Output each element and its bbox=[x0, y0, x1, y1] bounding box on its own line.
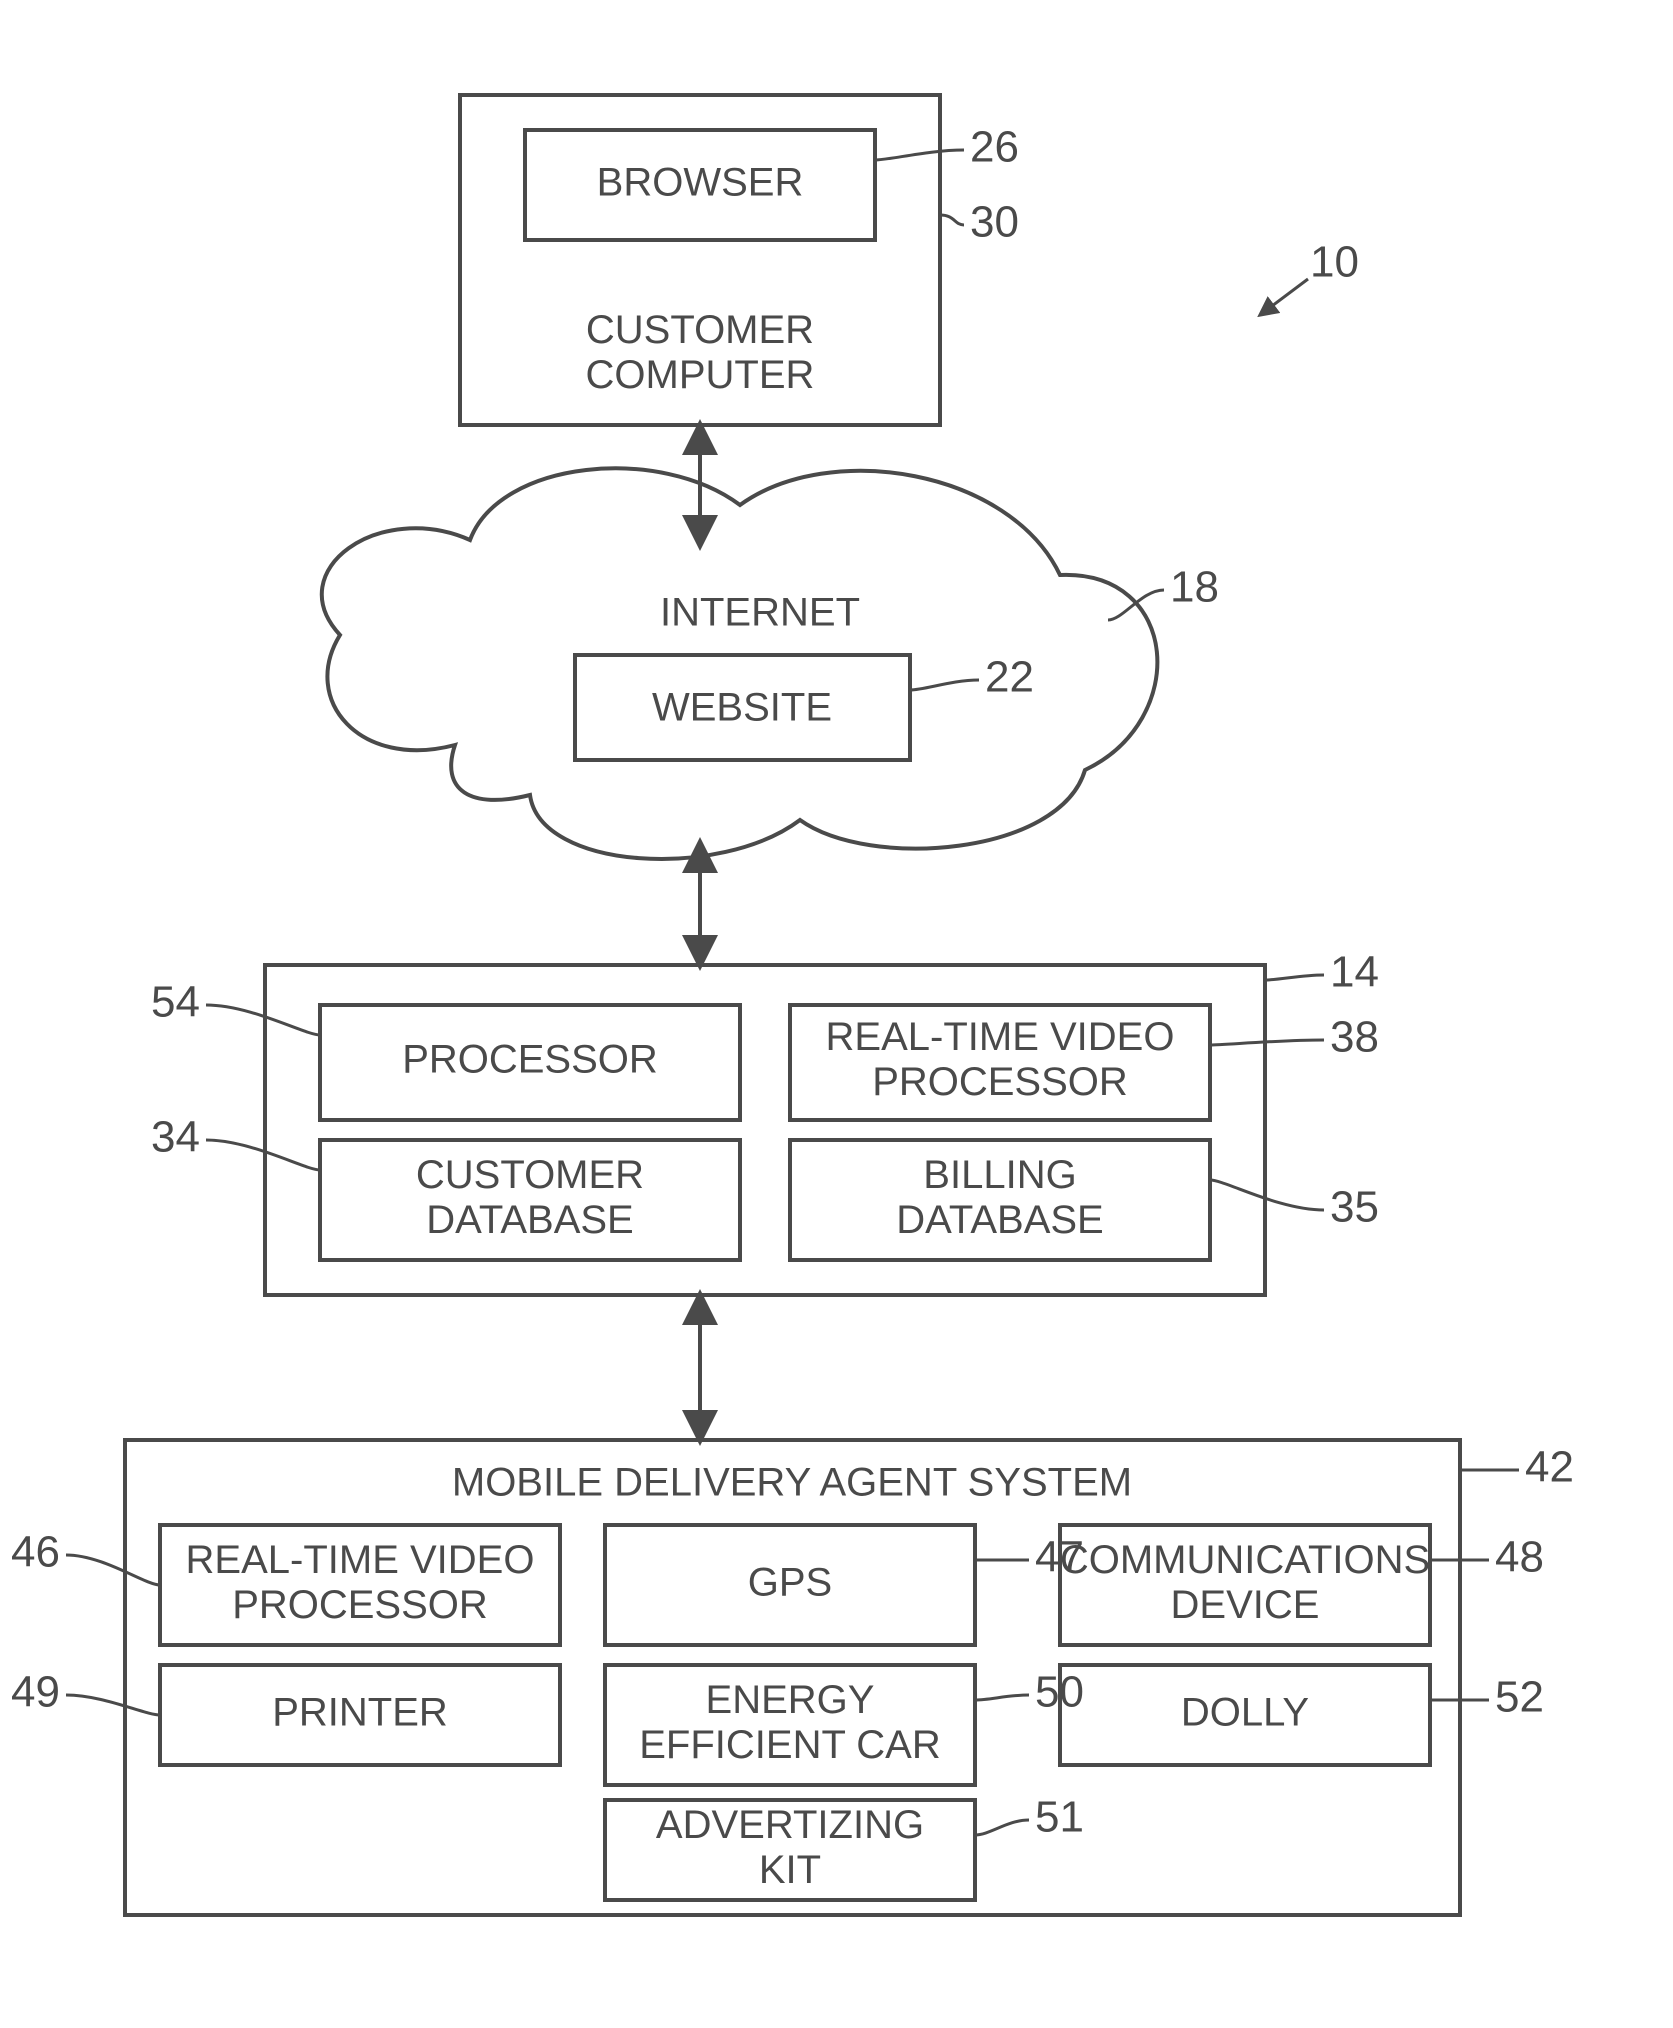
real-time-video-processor-label: REAL-TIME VIDEO bbox=[826, 1015, 1175, 1059]
advertizing-kit-ref: 51 bbox=[1035, 1793, 1084, 1842]
customer-computer-label: COMPUTER bbox=[586, 353, 815, 397]
browser-label: BROWSER bbox=[597, 161, 804, 205]
communications-device-label: COMMUNICATIONS bbox=[1060, 1538, 1430, 1582]
figure-ref-arrow bbox=[1260, 279, 1308, 315]
communications-device-label: DEVICE bbox=[1171, 1583, 1320, 1627]
customer-database-label: DATABASE bbox=[426, 1198, 633, 1242]
system-diagram: CUSTOMERCOMPUTER30BROWSER26INTERNET18WEB… bbox=[0, 0, 1673, 2028]
internet-ref: 18 bbox=[1170, 563, 1219, 612]
billing-database-label: DATABASE bbox=[896, 1198, 1103, 1242]
mobile-agent-title: MOBILE DELIVERY AGENT SYSTEM bbox=[452, 1461, 1132, 1505]
browser-leader bbox=[875, 150, 964, 160]
billing-database-label: BILLING bbox=[923, 1153, 1076, 1197]
figure-ref: 10 bbox=[1310, 238, 1359, 287]
central-server-ref: 14 bbox=[1330, 948, 1379, 997]
real-time-video-processor-ref: 38 bbox=[1330, 1013, 1379, 1062]
customer-computer-ref: 30 bbox=[970, 198, 1019, 247]
mobile-agent-ref: 42 bbox=[1525, 1443, 1574, 1492]
dolly-ref: 52 bbox=[1495, 1673, 1544, 1722]
agent-rtvp-label: PROCESSOR bbox=[232, 1583, 488, 1627]
website-label: WEBSITE bbox=[652, 686, 832, 730]
customer-database-ref: 34 bbox=[151, 1113, 200, 1162]
agent-rtvp-label: REAL-TIME VIDEO bbox=[186, 1538, 535, 1582]
advertizing-kit-leader bbox=[975, 1820, 1029, 1835]
energy-efficient-car-leader bbox=[975, 1695, 1029, 1700]
printer-leader bbox=[66, 1695, 160, 1715]
processor-label: PROCESSOR bbox=[402, 1038, 658, 1082]
advertizing-kit-label: KIT bbox=[759, 1848, 821, 1892]
website-leader bbox=[910, 680, 979, 690]
gps-label: GPS bbox=[748, 1561, 832, 1605]
printer-label: PRINTER bbox=[272, 1691, 448, 1735]
browser-ref: 26 bbox=[970, 123, 1019, 172]
website-ref: 22 bbox=[985, 653, 1034, 702]
energy-efficient-car-label: ENERGY bbox=[706, 1678, 875, 1722]
agent-rtvp-ref: 46 bbox=[11, 1528, 60, 1577]
energy-efficient-car-label: EFFICIENT CAR bbox=[639, 1723, 941, 1767]
internet-label: INTERNET bbox=[660, 591, 860, 635]
advertizing-kit-label: ADVERTIZING bbox=[656, 1803, 924, 1847]
customer-computer-leader bbox=[940, 215, 964, 225]
customer-database-label: CUSTOMER bbox=[416, 1153, 644, 1197]
billing-database-ref: 35 bbox=[1330, 1183, 1379, 1232]
agent-rtvp-leader bbox=[66, 1555, 160, 1585]
printer-ref: 49 bbox=[11, 1668, 60, 1717]
customer-computer-label: CUSTOMER bbox=[586, 308, 814, 352]
dolly-label: DOLLY bbox=[1181, 1691, 1309, 1735]
processor-ref: 54 bbox=[151, 978, 200, 1027]
central-server-leader bbox=[1265, 975, 1324, 980]
real-time-video-processor-label: PROCESSOR bbox=[872, 1060, 1128, 1104]
communications-device-ref: 48 bbox=[1495, 1533, 1544, 1582]
